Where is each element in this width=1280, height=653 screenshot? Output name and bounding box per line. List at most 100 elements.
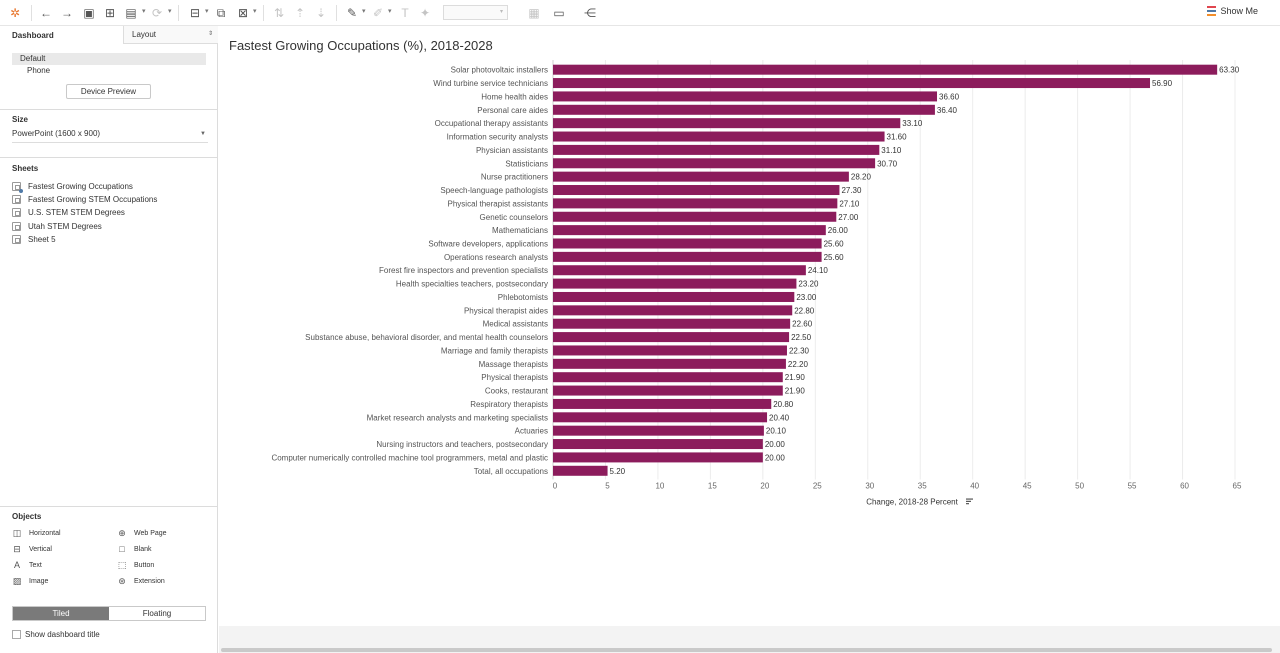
device-default[interactable]: Default	[12, 53, 206, 65]
sheet-item[interactable]: Utah STEM Degrees	[12, 222, 102, 231]
bar-row[interactable]: Solar photovoltaic installers 63.30	[451, 64, 1240, 75]
bar[interactable]	[553, 465, 608, 476]
duplicate-icon[interactable]: ⧉	[216, 5, 226, 20]
horizontal-scrollbar[interactable]	[221, 648, 1272, 652]
bar-row[interactable]: Marriage and family therapists 22.30	[441, 345, 810, 356]
redo-icon[interactable]: →	[61, 6, 73, 20]
share-icon[interactable]: ⋲	[584, 6, 596, 20]
bar-row[interactable]: Mathematicians 26.00	[492, 225, 848, 236]
bar[interactable]	[553, 345, 787, 356]
highlight-icon[interactable]: ✎	[346, 6, 358, 20]
undo-icon[interactable]: ←	[40, 6, 52, 20]
bar-row[interactable]: Nursing instructors and teachers, postse…	[376, 439, 785, 450]
bar[interactable]	[553, 291, 795, 302]
bar-row[interactable]: Personal care aides 36.40	[477, 104, 957, 115]
bar-row[interactable]: Forest fire inspectors and prevention sp…	[379, 265, 828, 276]
bar[interactable]	[553, 412, 768, 423]
bar-row[interactable]: Wind turbine service technicians 56.90	[433, 78, 1173, 89]
bar-row[interactable]: Operations research analysts 25.60	[444, 251, 844, 262]
object-extension[interactable]: ⊛ Extension	[117, 576, 165, 586]
chevron-down-icon[interactable]: ▾	[388, 8, 392, 15]
bar[interactable]	[553, 64, 1218, 75]
bar-row[interactable]: Physician assistants 31.10	[476, 144, 902, 155]
pin-icon[interactable]: ✦	[419, 6, 431, 20]
bar-row[interactable]: Software developers, applications 25.60	[428, 238, 844, 249]
checkbox-icon[interactable]	[12, 630, 21, 639]
bar[interactable]	[553, 398, 772, 409]
chevron-down-icon[interactable]: ▾	[253, 8, 257, 15]
bar[interactable]	[553, 118, 901, 129]
bar[interactable]	[553, 318, 791, 329]
chevron-down-icon[interactable]: ▾	[142, 8, 146, 15]
bar-row[interactable]: Speech-language pathologists 27.30	[440, 185, 862, 196]
device-preview-button[interactable]: Device Preview	[66, 84, 151, 99]
sort-descending-icon[interactable]: ⇣	[315, 6, 327, 20]
bar[interactable]	[553, 385, 783, 396]
bar[interactable]	[553, 225, 826, 236]
swap-icon[interactable]: ⇅	[273, 6, 285, 20]
presentation-icon[interactable]: ▭	[553, 6, 565, 20]
bar[interactable]	[553, 372, 783, 383]
object-button[interactable]: ⬚ Button	[117, 560, 155, 570]
device-phone[interactable]: Phone	[27, 66, 51, 75]
floating-button[interactable]: Floating	[142, 609, 172, 618]
sheet-item[interactable]: Fastest Growing Occupations	[12, 182, 133, 193]
bar[interactable]	[553, 305, 793, 316]
chevron-down-icon[interactable]: ▾	[205, 8, 209, 15]
bar-row[interactable]: Statisticians 30.70	[505, 158, 898, 169]
tableau-logo-icon[interactable]: ✲	[9, 6, 21, 20]
bar[interactable]	[553, 78, 1151, 89]
bar-row[interactable]: Physical therapist aides 22.80	[464, 305, 815, 316]
save-icon[interactable]: ▣	[83, 6, 95, 20]
pause-updates-icon[interactable]: ▤	[125, 6, 137, 20]
group-icon[interactable]: ✐	[372, 6, 384, 20]
bar-row[interactable]: Actuaries 20.10	[515, 425, 787, 436]
show-dashboard-title-checkbox[interactable]: Show dashboard title	[12, 630, 100, 639]
bar-row[interactable]: Cooks, restaurant 21.90	[485, 385, 805, 396]
bar[interactable]	[553, 452, 763, 463]
bar-row[interactable]: Information security analysts 31.60	[447, 131, 908, 142]
bar[interactable]	[553, 358, 786, 369]
bar-row[interactable]: Nurse practitioners 28.20	[481, 171, 872, 182]
bar-row[interactable]: Physical therapists 21.90	[481, 372, 805, 383]
object-horizontal[interactable]: ◫ Horizontal	[12, 528, 61, 538]
tiled-button[interactable]: Tiled	[13, 607, 109, 620]
bar-row[interactable]: Health specialties teachers, postseconda…	[396, 278, 819, 289]
bar-row[interactable]: Substance abuse, behavioral disorder, an…	[305, 332, 812, 343]
refresh-icon[interactable]: ⟳	[151, 6, 163, 20]
show-me-button[interactable]: Show Me	[1207, 6, 1258, 16]
bar-row[interactable]: Market research analysts and marketing s…	[367, 412, 790, 423]
bar[interactable]	[553, 144, 880, 155]
bar[interactable]	[553, 131, 885, 142]
chevron-down-icon[interactable]: ▾	[168, 8, 172, 15]
bar[interactable]	[553, 211, 837, 222]
bar-row[interactable]: Home health aides 36.60	[481, 91, 960, 102]
bar[interactable]	[553, 198, 838, 209]
object-image[interactable]: ▨ Image	[12, 576, 49, 586]
dashboard-tab[interactable]: Dashboard	[12, 31, 54, 40]
bar[interactable]	[553, 439, 763, 450]
chevron-down-icon[interactable]: ▾	[362, 8, 366, 15]
bar[interactable]	[553, 265, 806, 276]
bar[interactable]	[553, 278, 797, 289]
bar-row[interactable]: Phlebotomists 23.00	[498, 291, 817, 302]
sheet-item[interactable]: Sheet 5	[12, 235, 56, 244]
bar-row[interactable]: Massage therapists 22.20	[479, 358, 809, 369]
object-web-page[interactable]: ⊕ Web Page	[117, 528, 166, 538]
bar-row[interactable]: Respiratory therapists 20.80	[470, 398, 794, 409]
bar-row[interactable]: Total, all occupations 5.20	[474, 465, 626, 476]
fit-dropdown[interactable]: ▾	[443, 5, 508, 20]
bar-row[interactable]: Physical therapist assistants 27.10	[448, 198, 860, 209]
bar[interactable]	[553, 91, 938, 102]
bar[interactable]	[553, 238, 822, 249]
bar-row[interactable]: Medical assistants 22.60	[483, 318, 813, 329]
bar-row[interactable]: Genetic counselors 27.00	[480, 211, 859, 222]
size-select[interactable]: PowerPoint (1600 x 900) ▼	[12, 129, 208, 143]
bar[interactable]	[553, 104, 935, 115]
bar[interactable]	[553, 158, 876, 169]
clear-icon[interactable]: ⊠	[237, 6, 249, 20]
object-blank[interactable]: □ Blank	[117, 544, 151, 554]
bar[interactable]	[553, 251, 822, 262]
new-data-source-icon[interactable]: ⊞	[104, 6, 116, 20]
sort-ascending-icon[interactable]: ⇡	[294, 6, 306, 20]
